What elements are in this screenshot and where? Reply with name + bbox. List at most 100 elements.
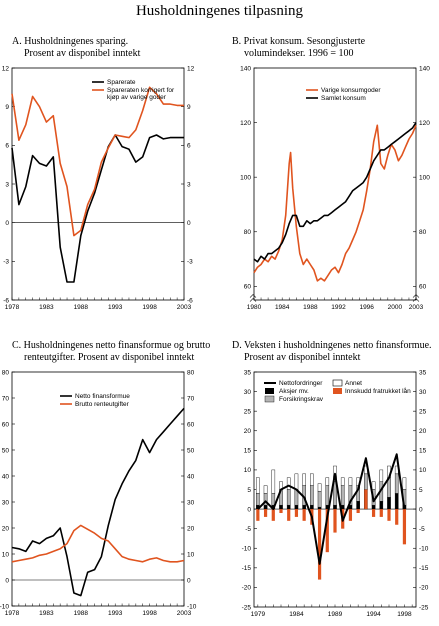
panel-b-title-line1: B. Privat konsum. Sesongjusterte — [232, 36, 366, 47]
panel-d-innskudd-bar — [271, 509, 275, 521]
panel-c-ytick-left-label: 40 — [2, 473, 10, 480]
panel-d-aksjer-bar — [294, 504, 299, 510]
panel-c-ytick-left-label: 50 — [2, 447, 10, 454]
panel-d-xtick-label: 1994 — [366, 611, 381, 618]
panel-d-aksjer-bar — [333, 504, 337, 510]
panel-a-title: A. Husholdningenes sparing. Prosent av d… — [12, 36, 140, 60]
panel-d-ytick-right-label: 35 — [419, 369, 427, 376]
panel-c-series-1-line — [11, 407, 185, 597]
panel-a-ytick-right-label: 12 — [187, 65, 195, 72]
panel-d-legend-label-2: Annet — [345, 380, 362, 387]
panel-c-ytick-right-label: 60 — [187, 421, 195, 428]
panel-d-innskudd-bar — [325, 509, 329, 553]
panel-a-series-2-line — [11, 86, 184, 237]
panel-a-xtick-label: 1983 — [39, 304, 54, 311]
panel-b-ytick-left-label: 140 — [240, 65, 251, 72]
panel-b-ytick-left-label: 100 — [240, 174, 251, 181]
panel-d-ytick-left-label: 30 — [244, 389, 252, 396]
panel-d-innskudd-bar — [348, 509, 353, 521]
panel-a-xtick-label: 1978 — [5, 304, 20, 311]
panel-d-ytick-left-label: -20 — [242, 585, 252, 592]
panel-d-forsikring-bar — [364, 473, 368, 490]
panel-d-ytick-left-label: 0 — [247, 506, 251, 513]
panel-d-nettofordringer-line — [257, 453, 406, 565]
panel-d-aksjer-bar — [310, 504, 314, 510]
panel-d-innskudd-bar — [317, 509, 322, 580]
panel-a-ytick-left-label: -3 — [3, 259, 9, 266]
panel-d-aksjer-bar — [387, 497, 391, 510]
panel-b-title-line2: volumindekser. 1996 = 100 — [244, 48, 354, 59]
panel-d-legend-label-3: Aksjer mv. — [279, 388, 309, 395]
panel-d-annet-bar — [256, 477, 260, 494]
panel-d-ytick-right-label: -5 — [419, 526, 425, 533]
panel-d-innskudd-bar — [364, 489, 368, 510]
panel-c-ytick-right-label: 50 — [187, 447, 195, 454]
panel-d-ytick-right-label: 20 — [419, 428, 427, 435]
panel-d-aksjer-bar — [394, 493, 399, 510]
panel-d-innskudd-bar — [371, 509, 376, 517]
panel-d-xtick-label: 1984 — [289, 611, 304, 618]
panel-a-ytick-left-label: 3 — [5, 181, 9, 188]
panel-b-ytick-left-label: 120 — [240, 120, 251, 127]
panel-d-legend-swatch-2 — [332, 379, 343, 387]
panel-a-ytick-right-label: 6 — [187, 143, 191, 150]
panel-d-forsikring-bar — [325, 485, 330, 506]
panel-d-innskudd-bar — [256, 509, 260, 521]
panel-b-xtick-label: 1980 — [247, 304, 262, 311]
panel-d-legend-swatch-5 — [264, 395, 275, 403]
panel-d-innskudd-bar — [287, 509, 291, 521]
panel-d-ytick-right-label: 0 — [419, 506, 423, 513]
panel-d-innskudd-bar — [294, 509, 299, 517]
panel-d-forsikring-bar — [256, 493, 260, 506]
panel-a-ytick-right-label: 9 — [187, 104, 191, 111]
panel-c-xtick-label: 2003 — [177, 610, 192, 617]
panel-c-title-line1: C. Husholdningenes netto finansformue og… — [12, 340, 211, 351]
panel-d-ytick-left-label: 20 — [244, 428, 252, 435]
panel-a-ytick-left-label: 12 — [2, 65, 10, 72]
panel-a-xtick-label: 2003 — [177, 304, 192, 311]
panel-a-ytick-right-label: 0 — [187, 220, 191, 227]
panel-d-legend-label-1: Nettofordringer — [279, 380, 323, 387]
panel-d-aksjer-bar — [371, 504, 376, 510]
panel-c-frame — [11, 371, 185, 607]
panel-d-forsikring-bar — [286, 489, 291, 506]
panel-d-forsikring-bar — [317, 491, 322, 508]
panel-d-annet-bar — [263, 485, 268, 494]
panel-d-forsikring-bar — [394, 473, 399, 494]
panel-c-xtick-label: 1998 — [142, 610, 157, 617]
panel-d-ytick-left-label: 25 — [244, 408, 252, 415]
panel-d-legend-label-4: Innskudd fratrukket lån — [345, 387, 411, 395]
panel-d-xtick-label: 1979 — [251, 611, 266, 618]
panel-c-ytick-right-label: 80 — [187, 369, 195, 376]
panel-d-aksjer-bar — [263, 504, 268, 510]
panel-b-axis-break-left — [249, 294, 257, 302]
panel-b-ytick-right-label: 60 — [419, 284, 427, 291]
panel-c-series-2-line — [11, 524, 185, 563]
panel-c-ytick-left-label: -10 — [0, 603, 9, 610]
panel-a-ytick-right-label: -3 — [187, 259, 193, 266]
panel-d-ytick-left-label: -25 — [242, 604, 252, 611]
panel-d-ytick-left-label: -15 — [242, 565, 252, 572]
panel-d-ytick-left-label: 15 — [244, 448, 252, 455]
panel-d-ytick-right-label: -25 — [419, 604, 429, 611]
panel-d-innskudd-bar — [402, 509, 407, 545]
panel-c-ytick-right-label: 0 — [187, 577, 191, 584]
panel-a-xtick-label: 1993 — [108, 304, 123, 311]
panel-d-annet-bar — [348, 477, 353, 486]
panel-c-xtick-label: 1978 — [5, 610, 20, 617]
panel-d-annet-bar — [371, 481, 376, 490]
panel-d-annet-bar — [271, 469, 276, 494]
panel-c-title: C. Husholdningenes netto finansformue og… — [12, 340, 210, 364]
panel-c-ytick-right-label: 40 — [187, 473, 195, 480]
panel-c-ytick-left-label: 0 — [5, 577, 9, 584]
panel-d-innskudd-bar — [333, 509, 337, 533]
panel-a-ytick-left-label: -6 — [3, 297, 9, 304]
panel-d-ytick-right-label: 10 — [419, 467, 427, 474]
panel-d-annet-bar — [286, 477, 291, 490]
panel-c-xtick-label: 1983 — [39, 610, 54, 617]
panel-b-series-2-line — [253, 122, 417, 263]
panel-d-innskudd-bar — [356, 509, 360, 513]
panel-d-title-line1: D. Veksten i husholdningenes netto finan… — [232, 340, 432, 351]
panel-c-ytick-right-label: -10 — [187, 603, 197, 610]
panel-d-annet-bar — [302, 473, 306, 486]
